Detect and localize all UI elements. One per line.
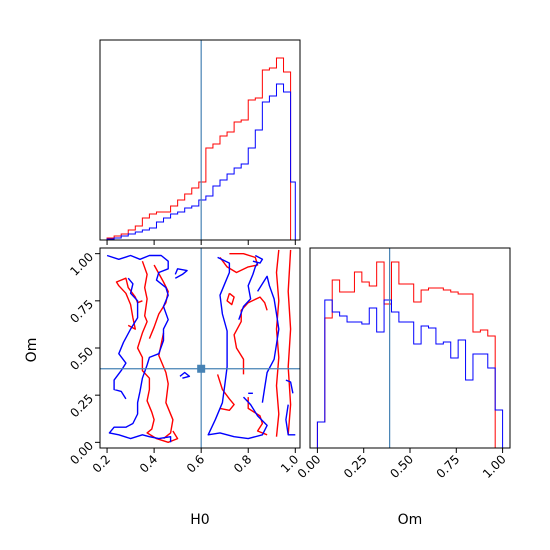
red-contour-line: [275, 249, 280, 437]
red-histogram-series: [100, 57, 296, 240]
blue-contour-line: [113, 277, 139, 400]
blue-contour-line: [174, 268, 188, 279]
red-contour-line: [219, 253, 259, 274]
h0-om-joint-panel: 0.2 0.4 0.6 0.8 1.00.000.250.500.751.00: [67, 247, 301, 476]
axes-frame: [309, 247, 511, 449]
truth-marker: [197, 364, 206, 373]
blue-histogram-series: [316, 299, 504, 448]
red-contour-line: [287, 249, 292, 435]
red-contour-line: [233, 296, 268, 375]
axes-frame: [99, 39, 301, 241]
red-contour-line: [226, 292, 235, 306]
red-contour-line: [136, 260, 179, 443]
axes-frame: [99, 247, 301, 449]
h0-marginal-panel: [99, 39, 301, 245]
x-tick-label: 0.4: [137, 452, 160, 475]
y-tick-label: 0.50: [67, 344, 96, 373]
x-tick-label: 0.8: [231, 452, 254, 475]
x-tick-label: 0.00: [295, 452, 324, 481]
red-contour-line: [148, 264, 169, 339]
x-tick-label: 0.75: [434, 452, 463, 481]
blue-contour-line: [285, 379, 294, 394]
y-tick-label: 0.75: [67, 297, 96, 326]
x-tick-label: 0.25: [341, 452, 370, 481]
x-axis-label-h0: H0: [190, 512, 209, 528]
blue-contour-line: [106, 254, 172, 443]
y-axis-label-om: Om: [24, 338, 40, 363]
blue-contour-line: [252, 254, 264, 264]
x-tick-label: 0.50: [387, 452, 416, 481]
x-axis-label-om: Om: [398, 512, 423, 528]
blue-contour-line: [285, 404, 296, 436]
blue-contour-line: [257, 275, 280, 403]
red-contour-line: [115, 277, 143, 330]
blue-contour-line: [238, 262, 259, 320]
x-tick-label: 0.2: [90, 452, 113, 475]
y-tick-label: 0.25: [67, 391, 96, 420]
blue-histogram-series: [100, 83, 296, 240]
x-tick-label: 0.6: [184, 452, 207, 475]
x-tick-label: 1.00: [480, 452, 509, 481]
blue-contour-line: [207, 256, 268, 440]
red-histogram-series: [316, 261, 503, 448]
y-tick-label: 1.00: [67, 250, 96, 279]
om-marginal-panel: 0.00 0.25 0.50 0.75 1.00: [295, 247, 511, 481]
blue-contour-line: [179, 371, 191, 379]
red-contour-line: [216, 374, 235, 411]
